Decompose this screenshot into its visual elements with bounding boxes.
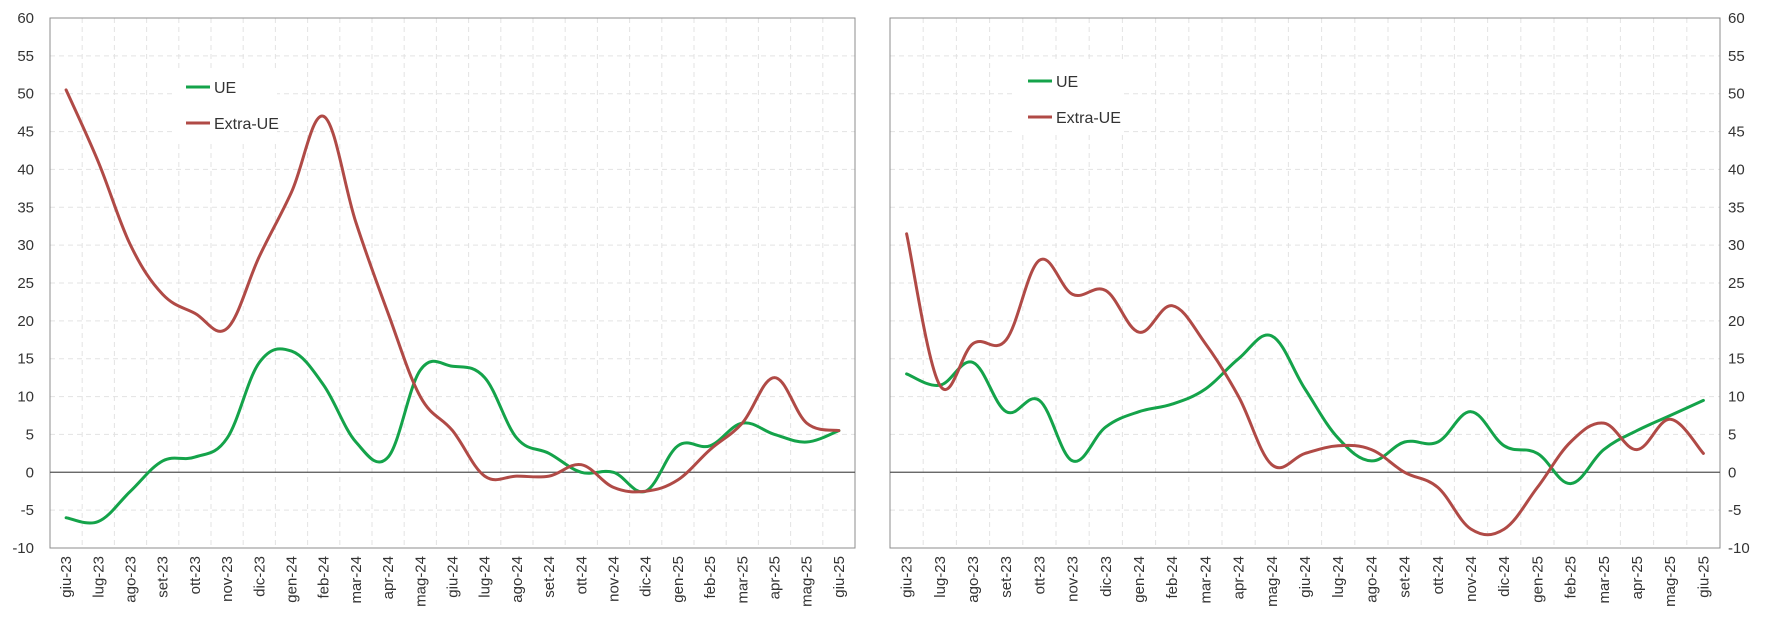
- x-tick-label: feb-24: [1164, 556, 1181, 599]
- x-tick-label: ago-24: [509, 556, 526, 603]
- x-tick-label: set-24: [541, 556, 558, 598]
- x-tick-label: nov-23: [1065, 556, 1082, 602]
- x-tick-label: gen-24: [284, 556, 301, 603]
- x-tick-label: nov-24: [1463, 556, 1480, 602]
- x-tick-label: set-23: [998, 556, 1015, 598]
- y-tick-label: 60: [1728, 10, 1745, 27]
- x-tick-label: feb-24: [316, 556, 333, 599]
- x-tick-label: set-24: [1397, 556, 1414, 598]
- chart-panel-2: -10 -5 0 5 10 15 20 25 30 35 40 45 50 55 60 giu-23 lug-2…: [889, 10, 1750, 607]
- legend-box: [1014, 62, 1124, 134]
- y-tick-label: 10: [17, 389, 34, 406]
- y-tick-label: -10: [12, 540, 34, 557]
- x-tick-label: giu-24: [1297, 556, 1314, 598]
- y-tick-label: 5: [1728, 426, 1736, 443]
- legend-label: Extra-UE: [1056, 110, 1121, 127]
- legend: UE Extra-UE: [172, 68, 279, 140]
- series-line-ue: [64, 347, 841, 525]
- y-tick-label: 10: [1728, 389, 1745, 406]
- x-tick-label: mar-24: [348, 556, 365, 604]
- x-tick-label: mar-25: [1596, 556, 1613, 604]
- x-tick-label: giu-23: [899, 556, 916, 598]
- y-tick-label: 15: [1728, 351, 1745, 368]
- series-line-extra-ue: [64, 88, 841, 494]
- y-tick-label: 15: [17, 351, 34, 368]
- y-tick-label: 5: [26, 426, 34, 443]
- legend-box: [172, 68, 277, 140]
- x-tick-label: mar-25: [734, 556, 751, 604]
- y-tick-label: 45: [1728, 124, 1745, 141]
- y-tick-label: 50: [17, 86, 34, 103]
- x-tick-label: mag-25: [799, 556, 816, 607]
- y-tick-label: 55: [1728, 48, 1745, 65]
- x-tick-label: apr-25: [767, 556, 784, 599]
- x-tick-label: ago-24: [1363, 556, 1380, 603]
- plot-border: [889, 17, 1721, 549]
- x-tick-label: apr-24: [1231, 556, 1248, 599]
- x-tick-label: giu-25: [831, 556, 848, 598]
- x-tick-label: dic-23: [251, 556, 268, 597]
- y-tick-label: 30: [17, 237, 34, 254]
- legend: UE Extra-UE: [1014, 62, 1124, 134]
- x-tick-label: ago-23: [123, 556, 140, 603]
- x-tick-label: giu-25: [1695, 556, 1712, 598]
- x-tick-label: mag-24: [412, 556, 429, 607]
- x-tick-label: giu-23: [58, 556, 75, 598]
- x-tick-label: mag-25: [1662, 556, 1679, 607]
- x-tick-label: ago-23: [965, 556, 982, 603]
- y-tick-label: -5: [1728, 502, 1741, 519]
- x-tick-label: gen-25: [1529, 556, 1546, 603]
- chart-panel-1: -10 -5 0 5 10 15 20 25 30 35 40 45 50 55 60 giu-23 lug-2…: [12, 10, 856, 607]
- x-tick-label: feb-25: [702, 556, 719, 599]
- x-tick-label: lug-23: [932, 556, 949, 598]
- y-tick-label: 55: [17, 48, 34, 65]
- y-tick-label: 25: [1728, 275, 1745, 292]
- legend-label: Extra-UE: [214, 116, 279, 133]
- legend-label: UE: [1056, 74, 1078, 91]
- x-tick-label: mar-24: [1197, 556, 1214, 604]
- x-tick-label: nov-23: [219, 556, 236, 602]
- x-tick-label: ott-23: [1031, 556, 1048, 594]
- y-tick-label: 25: [17, 275, 34, 292]
- y-tick-label: 50: [1728, 86, 1745, 103]
- x-tick-label: lug-23: [90, 556, 107, 598]
- x-tick-label: lug-24: [1330, 556, 1347, 598]
- legend-label: UE: [214, 80, 236, 97]
- y-tick-label: 40: [1728, 161, 1745, 178]
- y-tick-label: 0: [26, 464, 34, 481]
- x-tick-label: dic-24: [638, 556, 655, 597]
- x-tick-label: mag-24: [1264, 556, 1281, 607]
- x-tick-label: ott-23: [187, 556, 204, 594]
- plot-border: [49, 17, 856, 549]
- x-tick-label: gen-24: [1131, 556, 1148, 603]
- x-tick-label: ott-24: [1430, 556, 1447, 594]
- x-tick-label: lug-24: [477, 556, 494, 598]
- y-tick-label: 40: [17, 161, 34, 178]
- x-tick-label: apr-25: [1629, 556, 1646, 599]
- y-tick-label: 35: [1728, 199, 1745, 216]
- y-tick-label: -10: [1728, 540, 1750, 557]
- x-tick-label: apr-24: [380, 556, 397, 599]
- y-tick-label: 60: [17, 10, 34, 27]
- y-tick-label: 20: [1728, 313, 1745, 330]
- y-tick-label: 30: [1728, 237, 1745, 254]
- x-tick-label: set-23: [155, 556, 172, 598]
- y-tick-label: 45: [17, 124, 34, 141]
- x-tick-label: dic-23: [1098, 556, 1115, 597]
- series-line-ue: [905, 333, 1705, 486]
- y-tick-label: 20: [17, 313, 34, 330]
- series-line-extra-ue: [905, 232, 1705, 537]
- y-tick-label: -5: [21, 502, 34, 519]
- x-tick-label: gen-25: [670, 556, 687, 603]
- x-tick-label: giu-24: [445, 556, 462, 598]
- y-tick-label: 0: [1728, 464, 1736, 481]
- x-tick-label: feb-25: [1563, 556, 1580, 599]
- x-tick-label: dic-24: [1496, 556, 1513, 597]
- x-tick-label: nov-24: [606, 556, 623, 602]
- y-tick-label: 35: [17, 199, 34, 216]
- x-tick-label: ott-24: [573, 556, 590, 594]
